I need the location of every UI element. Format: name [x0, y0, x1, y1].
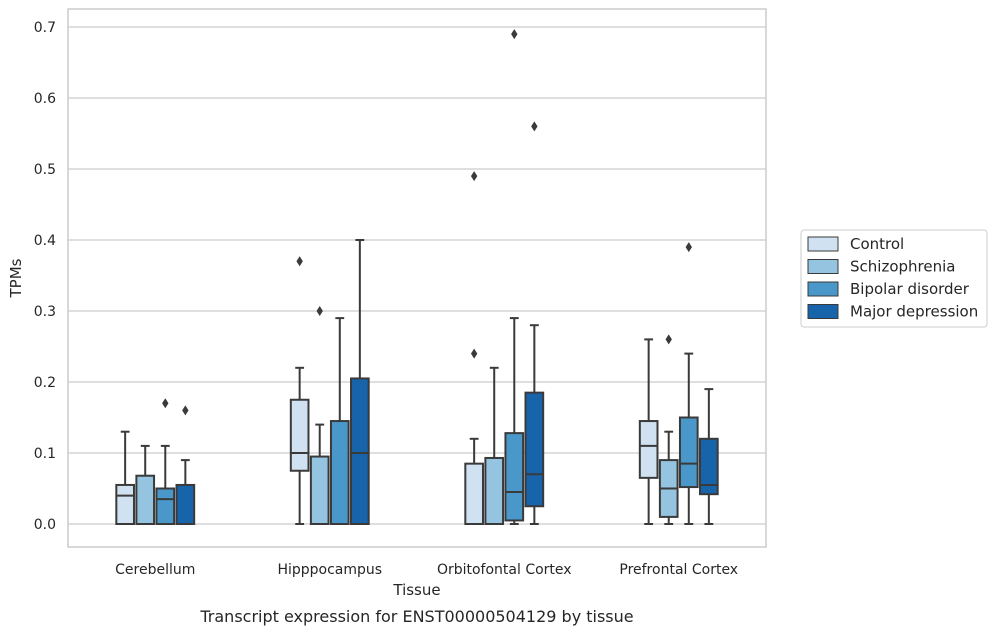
y-tick-label: 0.3 — [34, 304, 56, 320]
box-control — [289, 256, 310, 525]
outlier-marker — [685, 242, 692, 253]
outlier-marker — [162, 398, 169, 409]
y-tick-label: 0.1 — [34, 446, 56, 462]
box-body — [638, 420, 659, 479]
outlier-marker — [182, 405, 189, 416]
y-tick-label: 0.7 — [34, 20, 56, 36]
box-major-depression — [350, 239, 370, 526]
box-body — [329, 420, 350, 525]
y-tick-label: 0.2 — [34, 375, 56, 391]
y-axis-ticks: 0.0 0.1 0.2 0.3 0.4 0.5 0.6 0.7 — [34, 20, 56, 533]
box-major-depression — [524, 121, 545, 525]
outlier-marker — [470, 348, 478, 359]
x-tick-label: Cerebellum — [115, 562, 195, 578]
box-bipolar-disorder — [155, 398, 176, 525]
plot-frame — [67, 8, 767, 548]
legend-label: Bipolar disorder — [850, 280, 970, 298]
legend-frame — [800, 229, 988, 328]
x-tick-label: Hipppocampus — [277, 562, 382, 578]
outlier-marker — [470, 171, 478, 182]
box-bipolar-disorder — [329, 317, 350, 525]
y-tick-label: 0.0 — [34, 517, 56, 533]
legend-swatch — [807, 304, 839, 319]
box-body — [524, 391, 545, 508]
box-schizophrenia — [309, 306, 330, 525]
box-major-depression — [175, 405, 196, 526]
box-body — [484, 456, 505, 525]
box-body — [175, 483, 196, 526]
outlier-marker — [296, 256, 303, 267]
legend-swatch — [807, 259, 839, 274]
grid-lines — [68, 26, 766, 525]
x-tick-label: Prefrontal Cortex — [619, 562, 738, 578]
box-control — [638, 338, 659, 525]
legend-swatch — [807, 236, 839, 252]
box-body — [115, 483, 135, 526]
box-body — [464, 462, 484, 525]
box-body — [135, 474, 156, 525]
box-schizophrenia — [484, 366, 505, 525]
legend-swatch — [807, 281, 839, 297]
chart-caption: Transcript expression for ENST0000050412… — [199, 607, 633, 626]
outlier-marker — [665, 334, 672, 345]
outlier-marker — [531, 121, 538, 132]
boxes — [115, 29, 719, 526]
box-body — [289, 398, 310, 472]
y-axis-title: TPMs — [7, 258, 25, 298]
x-tick-label: Orbitofontal Cortex — [437, 562, 572, 578]
box-bipolar-disorder — [678, 242, 699, 525]
x-axis-title: Tissue — [392, 581, 440, 599]
box-major-depression — [699, 388, 719, 525]
box-body — [350, 377, 370, 526]
legend: Control Schizophrenia Bipolar disorder Majo… — [800, 229, 988, 328]
y-tick-label: 0.4 — [34, 233, 56, 249]
y-tick-label: 0.6 — [34, 91, 56, 107]
legend-label: Major depression — [850, 303, 978, 321]
legend-label: Control — [850, 235, 904, 253]
box-schizophrenia — [658, 334, 679, 525]
box-body — [155, 487, 176, 525]
box-control — [115, 430, 135, 526]
box-body — [504, 432, 525, 522]
outlier-marker — [511, 29, 518, 40]
box-body — [699, 437, 719, 496]
box-body — [678, 416, 699, 489]
box-bipolar-disorder — [504, 29, 525, 525]
box-body — [309, 455, 330, 525]
legend-label: Schizophrenia — [850, 258, 955, 276]
box-schizophrenia — [135, 444, 156, 525]
x-axis-ticks: Cerebellum Hipppocampus Orbitofontal Corte… — [115, 562, 738, 578]
outlier-marker — [316, 306, 323, 316]
y-tick-label: 0.5 — [34, 162, 56, 178]
box-control — [464, 171, 484, 525]
